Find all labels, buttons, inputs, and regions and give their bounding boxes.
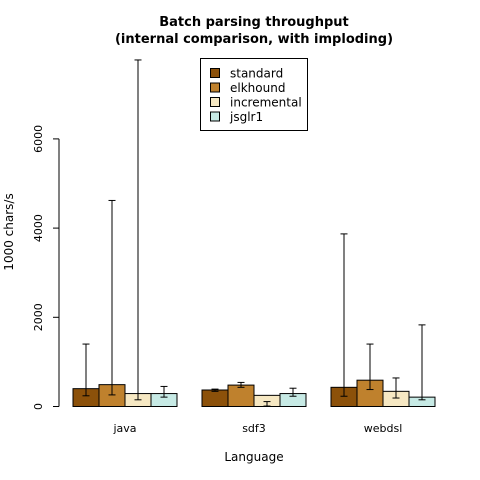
error-bar-standard-sdf3 [211,388,219,392]
error-bar-elkhound-sdf3 [237,381,245,388]
legend-swatch-elkhound [210,82,220,93]
legend-swatch-incremental [210,97,220,107]
error-bars-group [82,59,426,407]
y-tick-label-2000: 2000 [32,303,45,331]
x-axis: java sdf3 webdsl [112,422,402,435]
x-tick-label-java: java [112,422,136,435]
error-bar-jsglr1-webdsl [418,324,426,401]
legend-swatch-standard [210,68,220,78]
x-tick-label-webdsl: webdsl [364,422,403,435]
error-bar-jsglr1-sdf3 [289,387,297,397]
error-bar-standard-java [82,343,90,397]
legend-label-jsglr1: jsglr1 [229,110,263,124]
bar-elkhound-sdf3 [227,384,255,408]
y-tick-label-4000: 4000 [32,214,45,242]
y-axis-label: 1000 chars/s [2,193,16,270]
chart-title: Batch parsing throughput [159,15,349,30]
error-bar-incremental-webdsl [392,377,400,399]
y-axis: 0 2000 4000 6000 [32,125,60,410]
legend-label-standard: standard [230,67,283,81]
bars-group [72,379,436,408]
legend-label-elkhound: elkhound [230,81,285,95]
legend-swatch-jsglr1 [210,111,220,122]
error-bar-incremental-sdf3 [263,401,271,407]
chart-subtitle: (internal comparison, with imploding) [115,32,393,47]
y-tick-label-0: 0 [32,403,45,410]
error-bar-elkhound-webdsl [366,343,374,391]
bar-standard-sdf3 [201,389,229,407]
error-bar-elkhound-java [108,199,116,396]
error-bar-standard-webdsl [340,233,348,397]
x-axis-label: Language [224,450,283,464]
x-tick-label-sdf3: sdf3 [242,422,266,435]
legend-label-incremental: incremental [230,96,302,110]
y-tick-label-6000: 6000 [32,125,45,153]
error-bar-incremental-java [134,59,142,401]
error-bar-jsglr1-java [160,385,168,398]
